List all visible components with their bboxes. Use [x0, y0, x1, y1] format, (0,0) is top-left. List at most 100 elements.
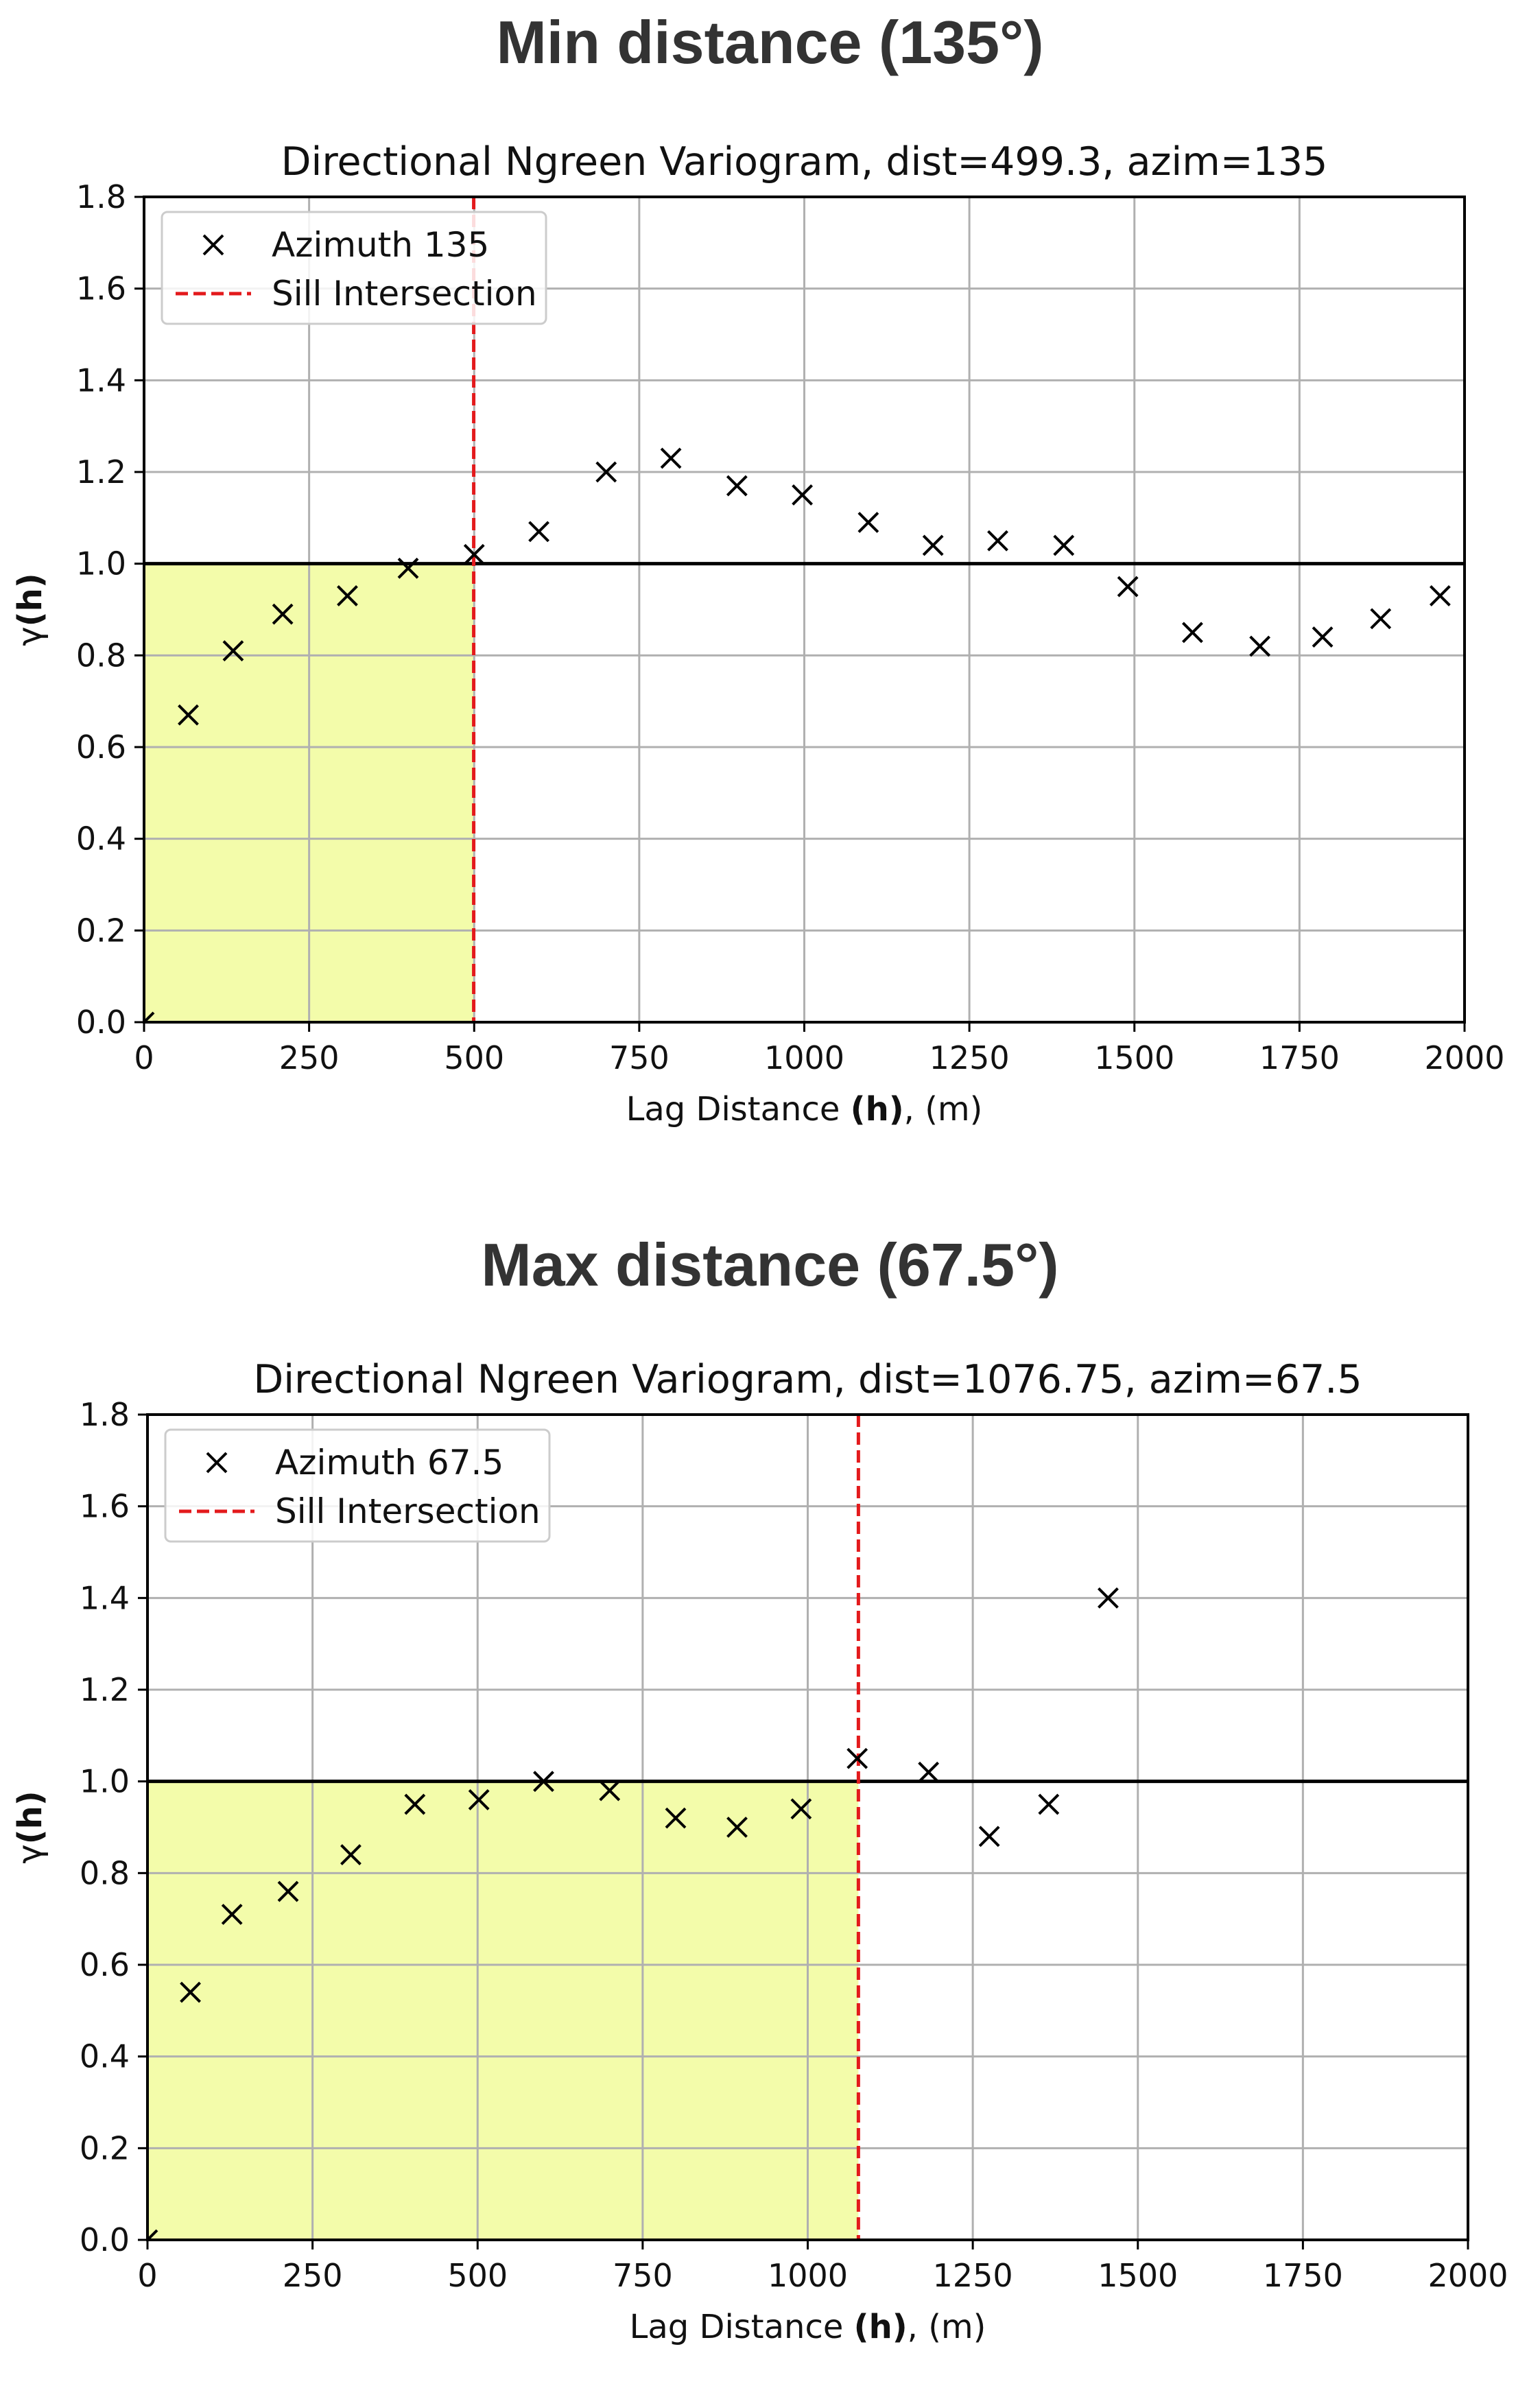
data-point	[1053, 534, 1075, 556]
y-axis-label: γ(h)	[11, 1791, 49, 1863]
data-point	[857, 512, 879, 533]
data-point	[147, 2229, 158, 2240]
data-point	[987, 530, 1008, 552]
data-point	[463, 543, 485, 565]
legend-box	[161, 211, 547, 325]
y-tick-label: 0.6	[76, 729, 126, 766]
y-tick-label: 0.8	[76, 637, 126, 674]
data-point	[599, 1780, 621, 1802]
variogram-chart-min: 0 250 500 750 1000 1250 1500 1750 20000.00.20.40…	[11, 139, 1505, 1129]
chart-panel-min: Min distance (135°) 0 250 500 750 1000 1250 15…	[0, 0, 1540, 1166]
x-tick-label: 1500	[1098, 2257, 1178, 2294]
x-axis-ticks: 0 250 500 750 1000 1250 1500 1750 2000	[134, 1022, 1505, 1076]
y-tick-label: 1.8	[80, 1396, 130, 1433]
x-tick-label: 0	[134, 1039, 154, 1076]
legend: Azimuth 67.5 Sill Intersection	[164, 1428, 551, 1543]
x-tick-label: 1500	[1094, 1039, 1174, 1076]
variogram-chart-max: 0 250 500 750 1000 1250 1500 1750 2000 0.0 0.2 0.4 0…	[11, 1357, 1508, 2346]
y-axis-ticks: 0.0 0.2 0.4 0.6 0.8 1.0 1.2 1.4 1.6 1.8	[76, 178, 144, 1041]
data-point	[180, 1981, 201, 2003]
data-point	[1098, 1587, 1119, 1609]
data-point	[222, 640, 244, 662]
y-axis-label: γ(h)	[11, 573, 49, 646]
x-tick-label: 1000	[768, 2257, 848, 2294]
y-tick-label: 0.6	[80, 1946, 130, 1983]
y-tick-label: 1.6	[76, 270, 126, 307]
x-tick-label: 2000	[1428, 2257, 1508, 2294]
legend-box	[164, 1428, 551, 1543]
y-tick-label: 0.2	[76, 912, 126, 949]
data-point	[978, 1826, 1000, 1847]
data-point	[1249, 635, 1271, 657]
x-tick-label: 1250	[933, 2257, 1013, 2294]
y-tick-label: 0.2	[80, 2129, 130, 2166]
y-tick-label: 0.8	[80, 1854, 130, 1891]
data-point	[726, 1817, 748, 1838]
y-tick-label: 0.0	[76, 1004, 126, 1041]
data-point	[404, 1793, 426, 1815]
x-tick-label: 750	[609, 1039, 670, 1076]
data-points	[147, 1587, 1119, 2240]
data-point	[337, 585, 358, 606]
data-point	[1182, 622, 1203, 643]
data-point	[221, 1904, 243, 1925]
data-point	[272, 603, 294, 625]
data-point	[846, 1747, 868, 1769]
x-axis-ticks: 0 250 500 750 1000 1250 1500 1750 2000	[137, 2240, 1508, 2294]
x-tick-label: 1250	[929, 1039, 1010, 1076]
legend-marker-x	[202, 234, 224, 256]
data-point	[397, 557, 419, 579]
legend-label: Azimuth 67.5	[275, 1443, 504, 1483]
data-point	[528, 521, 549, 543]
y-tick-label: 1.4	[76, 362, 126, 399]
y-tick-label: 0.4	[80, 2038, 130, 2075]
y-tick-label: 1.8	[76, 178, 126, 215]
x-tick-label: 1750	[1263, 2257, 1343, 2294]
chart-heading: Max distance (67.5°)	[481, 1231, 1059, 1299]
chart-title: Directional Ngreen Variogram, dist=1076.…	[253, 1357, 1362, 1402]
data-point	[340, 1844, 362, 1866]
x-tick-label: 250	[283, 2257, 343, 2294]
data-point	[178, 704, 199, 726]
data-point	[660, 447, 682, 469]
data-point	[277, 1880, 299, 1902]
x-axis-label: Lag Distance (h), (m)	[630, 2308, 986, 2346]
x-tick-label: 1000	[764, 1039, 844, 1076]
data-point	[726, 475, 748, 497]
y-tick-label: 0.0	[80, 2221, 130, 2258]
data-point	[1117, 576, 1139, 598]
chart-panel-max: Max distance (67.5°) 0 250 500 750 1000 1250 1…	[0, 1207, 1540, 2386]
data-point	[1370, 608, 1392, 630]
y-tick-label: 1.0	[80, 1763, 130, 1800]
legend: Azimuth 135 Sill Intersection	[161, 211, 547, 325]
data-point	[665, 1807, 687, 1829]
x-tick-label: 500	[447, 2257, 508, 2294]
y-tick-label: 1.4	[80, 1579, 130, 1616]
chart-title: Directional Ngreen Variogram, dist=499.3…	[281, 139, 1328, 185]
legend-label: Azimuth 135	[272, 225, 489, 265]
x-tick-label: 500	[444, 1039, 504, 1076]
sill-shaded-region	[147, 1781, 859, 2240]
data-point	[792, 484, 814, 506]
data-point	[922, 534, 944, 556]
data-point	[533, 1771, 554, 1793]
legend-label: Sill Intersection	[275, 1491, 541, 1531]
data-point	[1312, 626, 1334, 648]
y-tick-label: 1.2	[76, 453, 126, 491]
data-point	[595, 461, 617, 483]
data-points	[144, 447, 1451, 1022]
x-tick-label: 1750	[1259, 1039, 1340, 1076]
legend-marker-x	[206, 1452, 228, 1474]
y-tick-label: 0.4	[76, 820, 126, 858]
x-tick-label: 250	[279, 1039, 340, 1076]
x-axis-label: Lag Distance (h), (m)	[626, 1090, 983, 1129]
chart-heading: Min distance (135°)	[496, 8, 1044, 76]
data-point	[1038, 1793, 1060, 1815]
data-point	[468, 1788, 490, 1810]
x-tick-label: 750	[613, 2257, 673, 2294]
data-point	[1429, 585, 1451, 606]
y-tick-label: 1.0	[76, 545, 126, 582]
y-tick-label: 1.2	[80, 1671, 130, 1708]
data-point	[144, 1011, 155, 1022]
x-tick-label: 0	[137, 2257, 157, 2294]
